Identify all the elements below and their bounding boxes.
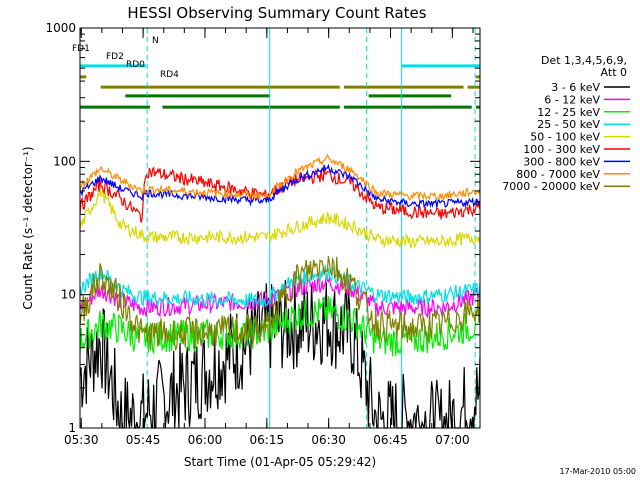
legend-header-0: Det 1,3,4,5,6,9,: [541, 54, 627, 67]
legend-label-6: 300 - 800 keV: [523, 155, 600, 168]
x-tick-label-3: 06:15: [250, 433, 285, 447]
series-line-4: [79, 186, 481, 250]
x-tick-label-4: 06:30: [311, 433, 346, 447]
flag-label-fd2: FD2: [106, 52, 124, 62]
plot-frame: [79, 27, 481, 429]
legend-label-2: 12 - 25 keV: [537, 106, 600, 119]
y-tick-label-0: 1: [68, 421, 76, 435]
y-tick-label-3: 1000: [45, 21, 76, 35]
x-tick-label-2: 06:00: [188, 433, 223, 447]
flag-label-rd4: RD4: [160, 70, 179, 80]
series-line-5: [79, 166, 481, 223]
x-tick-label-6: 07:00: [435, 433, 470, 447]
legend-label-5: 100 - 300 keV: [523, 143, 600, 156]
legend-label-8: 7000 - 20000 keV: [502, 180, 600, 193]
legend-label-1: 6 - 12 keV: [544, 93, 600, 106]
chart-title: HESSI Observing Summary Count Rates: [127, 4, 426, 22]
legend-header-1: Att 0: [601, 66, 627, 79]
x-axis-label: Start Time (01-Apr-05 05:29:42): [184, 455, 376, 469]
series-lines: [79, 153, 481, 429]
legend-label-4: 50 - 100 keV: [530, 131, 600, 144]
legend-label-7: 800 - 7000 keV: [516, 168, 600, 181]
x-tick-label-1: 05:45: [126, 433, 161, 447]
flag-label-rd0: RD0: [126, 60, 145, 70]
legend-label-0: 3 - 6 keV: [551, 81, 600, 94]
series-line-7: [79, 153, 481, 202]
series-line-1: [79, 274, 481, 319]
flag-label-n: N: [152, 36, 159, 46]
y-axis-label: Count Rate (s⁻¹ detector⁻¹): [21, 146, 35, 309]
series-line-6: [79, 163, 481, 210]
x-tick-label-0: 05:30: [64, 433, 99, 447]
y-tick-label-2: 100: [53, 154, 76, 168]
series-line-0: [79, 280, 481, 429]
axis-ticks: 1 10 100 1000 05:30 05:45 06:00 06:15 06:30 06:45…: [45, 21, 480, 447]
series-line-8: [79, 256, 481, 352]
y-tick-label-1: 10: [61, 288, 76, 302]
footer-date: 17-Mar-2010 05:00: [560, 467, 637, 476]
x-tick-label-5: 06:45: [373, 433, 408, 447]
legend-label-3: 25 - 50 keV: [537, 118, 600, 131]
